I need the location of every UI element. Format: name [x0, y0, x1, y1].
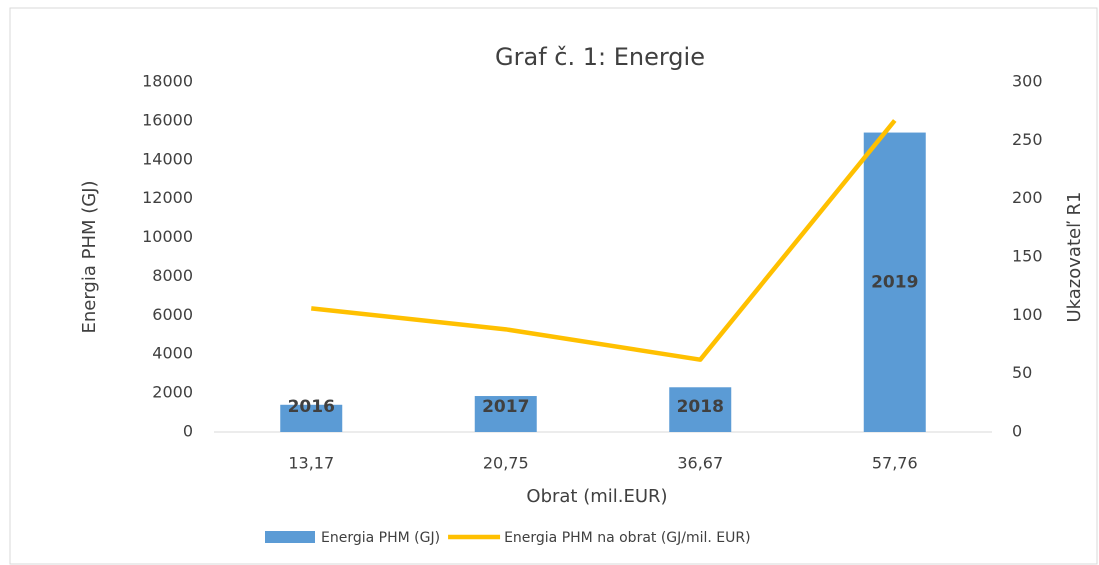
y2-tick-label: 300 — [1012, 72, 1043, 91]
line — [311, 119, 897, 362]
legend-label: Energia PHM (GJ) — [321, 530, 440, 546]
x-tick-label: 57,76 — [872, 454, 918, 473]
bar-label: 2019 — [871, 272, 918, 292]
y2-axis-title: Ukazovateľ R1 — [1064, 191, 1085, 322]
bar-label: 2016 — [288, 397, 335, 417]
x-tick-label: 20,75 — [483, 454, 529, 473]
y-tick-label: 2000 — [152, 383, 193, 402]
y-tick-label: 6000 — [152, 305, 193, 324]
y2-tick-label: 200 — [1012, 188, 1043, 207]
x-tick-label: 36,67 — [677, 454, 723, 473]
y2-tick-label: 150 — [1012, 247, 1043, 266]
y-tick-label: 8000 — [152, 266, 193, 285]
y-tick-label: 16000 — [142, 110, 193, 129]
bar — [863, 132, 926, 433]
y-axis-title: Energia PHM (GJ) — [79, 180, 100, 333]
y-tick-label: 0 — [183, 422, 193, 441]
bar — [280, 404, 343, 432]
y-tick-label: 12000 — [142, 188, 193, 207]
y-tick-label: 14000 — [142, 149, 193, 168]
bar — [669, 387, 732, 432]
y2-tick-label: 100 — [1012, 305, 1043, 324]
y2-tick-label: 250 — [1012, 130, 1043, 149]
legend-swatch — [265, 531, 315, 543]
chart-frame — [9, 7, 1098, 565]
bar-label: 2018 — [677, 397, 724, 417]
y2-tick-label: 50 — [1012, 363, 1032, 382]
bar — [474, 396, 537, 432]
x-axis-title: Obrat (mil.EUR) — [526, 486, 667, 507]
x-tick-label: 13,17 — [288, 454, 334, 473]
bar-label: 2017 — [482, 397, 529, 417]
chart-title: Graf č. 1: Energie — [495, 43, 705, 71]
y-tick-label: 10000 — [142, 227, 193, 246]
y-tick-label: 4000 — [152, 344, 193, 363]
y2-tick-label: 0 — [1012, 422, 1022, 441]
y-tick-label: 18000 — [142, 72, 193, 91]
legend-label: Energia PHM na obrat (GJ/mil. EUR) — [504, 530, 751, 546]
